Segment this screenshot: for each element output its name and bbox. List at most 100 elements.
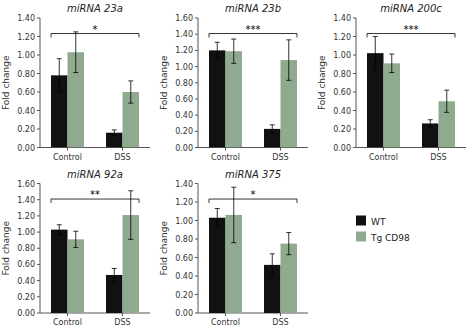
error-cap bbox=[286, 80, 291, 81]
marks bbox=[51, 32, 139, 148]
y-tick-label: 0.00 bbox=[333, 144, 351, 153]
y-axis-label: Fold change bbox=[317, 55, 327, 110]
error-cap bbox=[444, 112, 449, 113]
panel: miRNA 375Fold change0.000.200.400.600.80… bbox=[159, 169, 308, 328]
significance-label: ** bbox=[90, 189, 100, 200]
x-tick bbox=[225, 313, 226, 316]
bar bbox=[226, 51, 243, 147]
error-line bbox=[233, 187, 234, 243]
error-bar bbox=[215, 42, 220, 58]
x-tick-label: Control bbox=[53, 153, 82, 162]
y-tick-label: 0.40 bbox=[17, 107, 35, 116]
error-cap bbox=[112, 281, 117, 282]
x-tick bbox=[438, 148, 439, 151]
y-tick-label: 0.40 bbox=[175, 272, 193, 281]
y-tick-label: 0.80 bbox=[333, 70, 351, 79]
error-cap bbox=[128, 190, 133, 191]
y-tick-label: 1.20 bbox=[17, 33, 35, 42]
error-bar bbox=[128, 191, 133, 240]
error-cap bbox=[128, 103, 133, 104]
error-line bbox=[375, 37, 376, 70]
y-tick-label: 1.00 bbox=[17, 228, 35, 237]
y-tick-label: 1.40 bbox=[17, 14, 35, 23]
error-cap bbox=[215, 58, 220, 59]
title: miRNA 92a bbox=[67, 169, 123, 180]
error-line bbox=[75, 231, 76, 247]
error-cap bbox=[389, 72, 394, 73]
x-tick-label: DSS bbox=[114, 318, 130, 327]
y-tick-label: 1.20 bbox=[175, 198, 193, 207]
y-tick-label: 0.20 bbox=[175, 291, 193, 300]
x-tick-label: DSS bbox=[114, 153, 130, 162]
error-line bbox=[217, 42, 218, 58]
x-tick bbox=[225, 148, 226, 151]
error-bar bbox=[57, 225, 62, 235]
x-tick-label: Control bbox=[211, 153, 240, 162]
y-tick-label: 0.00 bbox=[17, 144, 35, 153]
x-tick-label: Control bbox=[211, 318, 240, 327]
error-bar bbox=[231, 39, 236, 63]
title: miRNA 23b bbox=[225, 3, 281, 14]
error-bar bbox=[389, 54, 394, 72]
marks bbox=[51, 191, 139, 313]
error-cap bbox=[428, 119, 433, 120]
error-line bbox=[430, 120, 431, 127]
y-tick-label: 1.60 bbox=[17, 180, 35, 189]
error-cap bbox=[231, 242, 236, 243]
y-tick-label: 0.20 bbox=[175, 127, 193, 136]
y-tick-label: 1.40 bbox=[175, 30, 193, 39]
y-axis bbox=[40, 18, 41, 148]
error-cap bbox=[73, 31, 78, 32]
error-line bbox=[130, 191, 131, 240]
legend-swatch bbox=[356, 216, 366, 226]
error-cap bbox=[231, 39, 236, 40]
y-tick-label: 0.00 bbox=[175, 144, 193, 153]
y-tick-label: 0.60 bbox=[333, 88, 351, 97]
error-cap bbox=[270, 124, 275, 125]
error-bar bbox=[428, 120, 433, 127]
x-tick-label: DSS bbox=[272, 153, 288, 162]
error-line bbox=[288, 40, 289, 80]
x-tick bbox=[67, 313, 68, 316]
y-tick-label: 0.80 bbox=[175, 79, 193, 88]
x-tick-label: Control bbox=[53, 318, 82, 327]
error-cap bbox=[57, 92, 62, 93]
error-line bbox=[59, 59, 60, 92]
y-tick-label: 0.60 bbox=[17, 260, 35, 269]
figure: miRNA 23aFold change0.000.200.400.600.80… bbox=[0, 0, 474, 331]
error-line bbox=[59, 225, 60, 235]
error-cap bbox=[57, 234, 62, 235]
error-line bbox=[130, 81, 131, 103]
marks bbox=[209, 39, 297, 147]
error-cap bbox=[215, 42, 220, 43]
panel: miRNA 92aFold change0.000.200.400.600.80… bbox=[1, 169, 150, 328]
y-tick-label: 0.40 bbox=[175, 111, 193, 120]
error-bar bbox=[112, 268, 117, 281]
bar bbox=[384, 63, 401, 147]
legend-label: WT bbox=[371, 217, 386, 227]
error-cap bbox=[270, 132, 275, 133]
error-line bbox=[75, 32, 76, 73]
x-tick bbox=[383, 148, 384, 151]
error-cap bbox=[373, 36, 378, 37]
y-tick-label: 0.40 bbox=[333, 107, 351, 116]
legend-swatch bbox=[356, 232, 366, 242]
x-tick-label: DSS bbox=[272, 318, 288, 327]
y-tick-label: 1.00 bbox=[17, 51, 35, 60]
error-cap bbox=[286, 232, 291, 233]
bar bbox=[51, 230, 68, 313]
x-tick-label: Control bbox=[369, 153, 398, 162]
y-tick-label: 1.40 bbox=[175, 180, 193, 189]
error-bar bbox=[286, 40, 291, 80]
error-cap bbox=[231, 63, 236, 64]
error-cap bbox=[444, 90, 449, 91]
y-tick-label: 1.20 bbox=[175, 46, 193, 55]
y-axis bbox=[198, 18, 199, 148]
y-axis bbox=[40, 184, 41, 314]
y-tick-label: 1.20 bbox=[333, 33, 351, 42]
error-line bbox=[446, 90, 447, 112]
y-axis bbox=[356, 18, 357, 148]
title: miRNA 375 bbox=[225, 169, 281, 180]
y-tick-label: 0.40 bbox=[17, 277, 35, 286]
significance-label: * bbox=[93, 24, 98, 35]
